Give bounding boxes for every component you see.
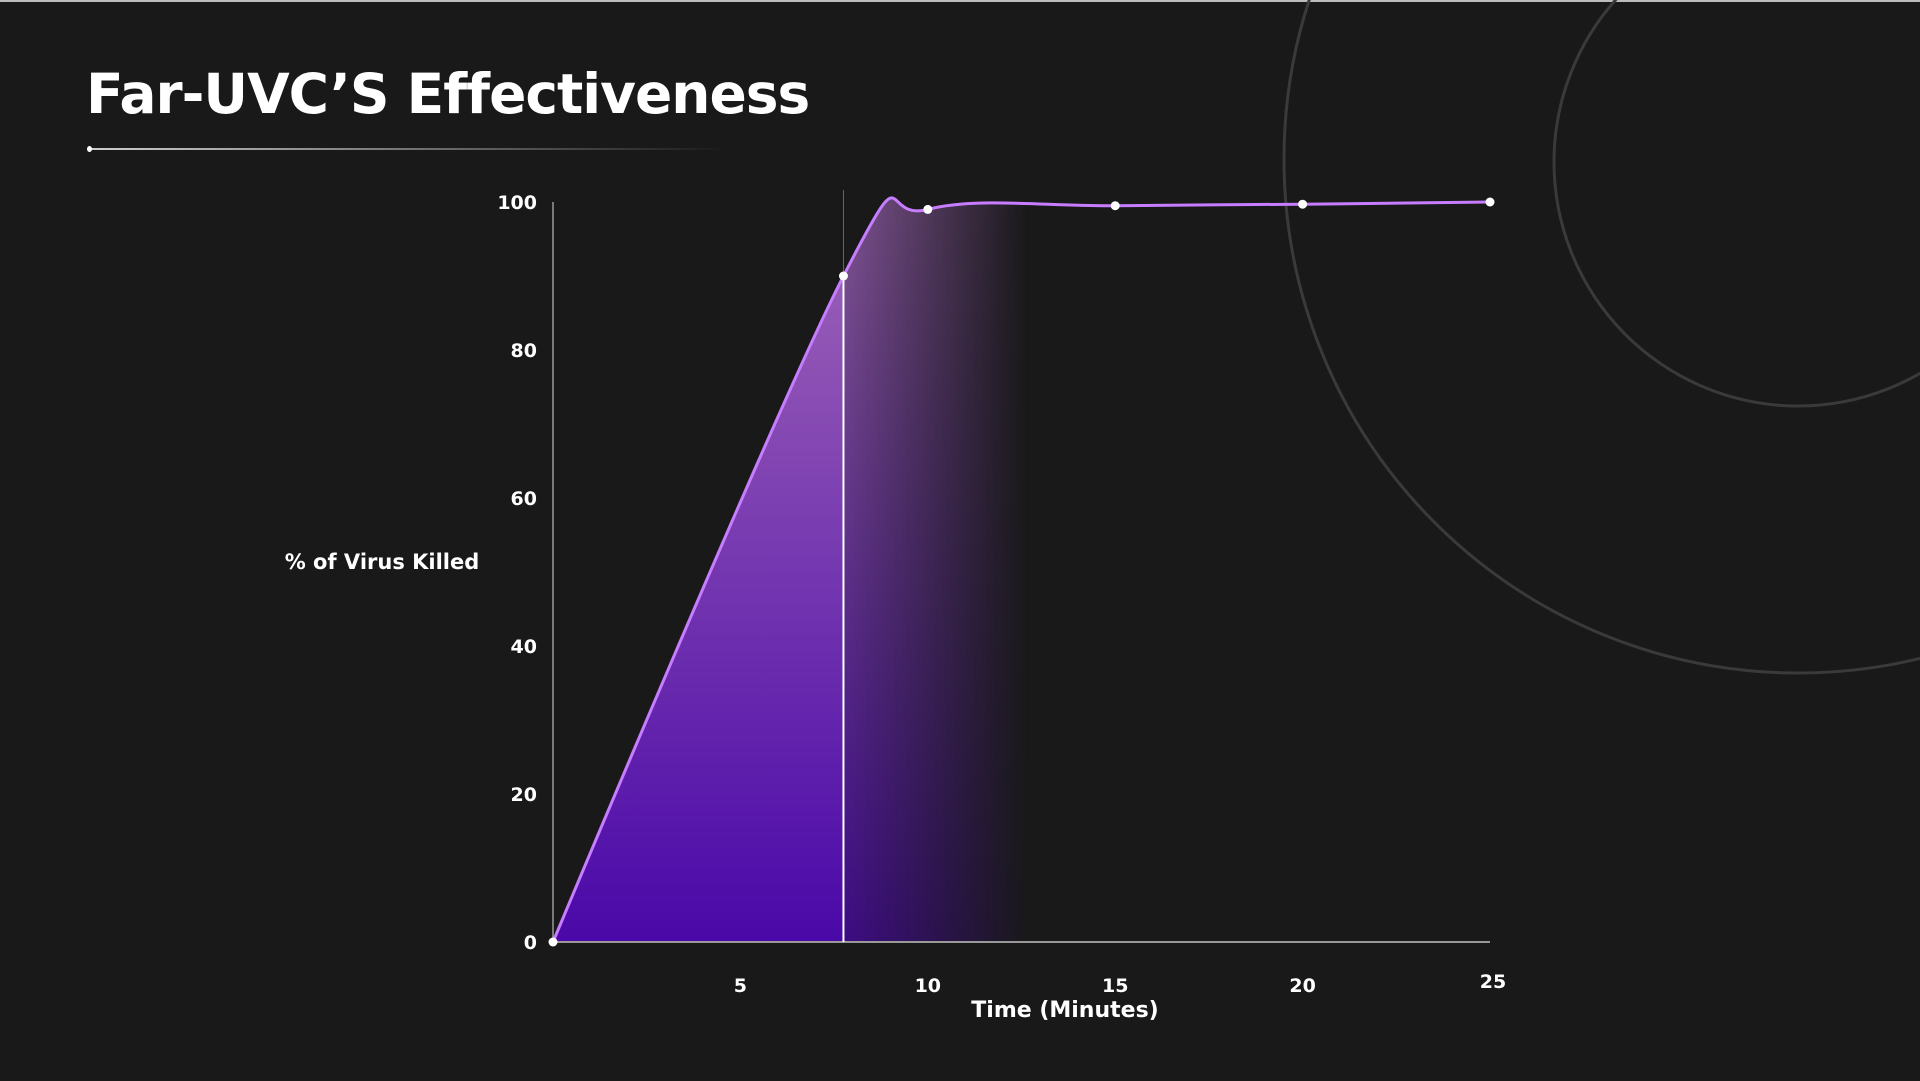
x-tick-label: 20 [1289, 975, 1315, 997]
x-axis-label: Time (Minutes) [971, 998, 1159, 1023]
title-underline-dot [87, 146, 92, 152]
y-tick-label: 0 [524, 932, 537, 954]
data-point-3 [1110, 201, 1120, 211]
y-tick-label: 20 [511, 784, 537, 806]
decor-circle-small [1552, 0, 1920, 408]
decor-circle-large [1282, 0, 1920, 675]
title-underline [88, 148, 728, 150]
top-border [0, 0, 1920, 2]
data-point-4 [1298, 199, 1308, 209]
y-axis-label: % of Virus Killed [284, 550, 480, 574]
x-tick-label: 15 [1102, 975, 1128, 997]
x-tick-label: 5 [734, 975, 747, 997]
x-tick-label: 10 [915, 975, 941, 997]
y-tick-label: 100 [497, 192, 537, 214]
data-point-5 [1485, 197, 1495, 207]
page-title: Far-UVC’S Effectiveness [86, 62, 810, 126]
data-point-1 [838, 271, 848, 281]
y-tick-label: 60 [511, 488, 537, 510]
area-fill [553, 197, 1490, 942]
data-point-2 [923, 204, 933, 214]
data-point-0 [548, 937, 558, 947]
x-tick-label: 25 [1480, 971, 1506, 993]
y-tick-label: 80 [511, 340, 537, 362]
y-tick-label: 40 [511, 636, 537, 658]
